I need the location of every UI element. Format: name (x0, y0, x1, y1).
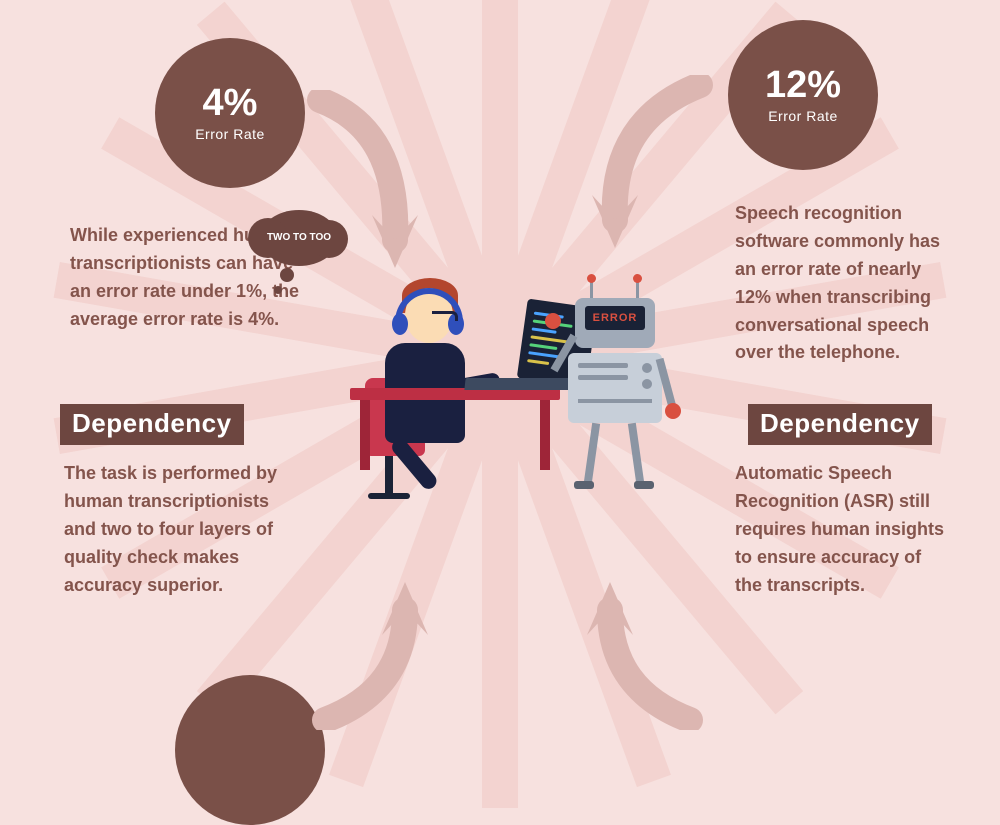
right-error-rate-value: 12% (765, 66, 841, 104)
robot-body (568, 353, 662, 423)
right-error-rate-text: Speech recognition software commonly has… (735, 200, 950, 367)
robot-leg-right (628, 423, 644, 484)
chair-base (368, 493, 410, 499)
left-error-rate-label: Error Rate (195, 126, 265, 142)
robot-foot-right (634, 481, 654, 489)
left-error-rate-badge: 4% Error Rate (155, 38, 305, 188)
robot-screen: ERROR (585, 306, 645, 330)
right-dependency-text: Automatic Speech Recognition (ASR) still… (735, 460, 950, 599)
thought-text: TWO TO TOO (267, 232, 331, 244)
arrow-bottom-left (310, 570, 450, 730)
robot-leg-left (584, 423, 600, 484)
arrow-bottom-right (555, 570, 705, 730)
glasses-icon (432, 311, 458, 321)
right-error-rate-label: Error Rate (768, 108, 838, 124)
chair-pole (385, 456, 393, 496)
right-error-rate-badge: 12% Error Rate (728, 20, 878, 170)
desk-leg-right (540, 400, 550, 470)
bottom-badge-partial (175, 675, 325, 825)
left-dependency-text: The task is performed by human transcrip… (64, 460, 304, 599)
left-error-rate-value: 4% (203, 84, 258, 122)
laptop-base (464, 378, 575, 390)
robot-hand-left (545, 313, 561, 329)
right-dependency-tag: Dependency (748, 404, 932, 445)
robot-hand-right (665, 403, 681, 419)
robot-foot-left (574, 481, 594, 489)
thought-bubble: TWO TO TOO (260, 210, 338, 294)
headphone-ear-left (392, 313, 408, 335)
left-dependency-tag: Dependency (60, 404, 244, 445)
desk-leg-left (360, 400, 370, 470)
arrow-top-right (560, 75, 720, 275)
